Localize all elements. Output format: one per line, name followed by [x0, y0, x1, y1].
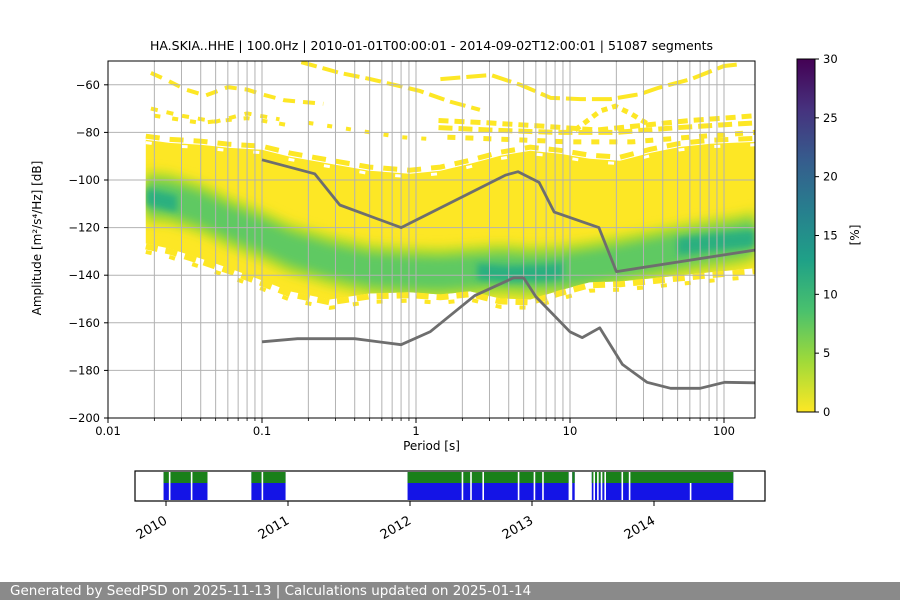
- y-tick-label: −80: [76, 125, 100, 139]
- y-tick-label: −120: [68, 221, 100, 235]
- x-tick-label: 0.1: [253, 424, 271, 438]
- timeline: 2010 2011 2012 2013 2014: [134, 470, 766, 543]
- colorbar-tick-label: 5: [823, 346, 830, 360]
- x-tick-label: 0.01: [95, 424, 121, 438]
- x-tick-label: 10: [563, 424, 578, 438]
- colorbar-label: [%]: [848, 224, 862, 246]
- nhnm-line: [261, 158, 755, 274]
- timeline-year-label: 2010: [134, 513, 170, 543]
- y-tick-label: −60: [76, 78, 100, 92]
- timeline-year-label: 2011: [256, 513, 292, 543]
- y-tick-label: −100: [68, 173, 100, 187]
- footer-bar: Generated by SeedPSD on 2025-11-13 | Cal…: [0, 582, 900, 600]
- y-tick-label: −140: [68, 268, 100, 282]
- timeline-year-label: 2014: [622, 513, 658, 543]
- footer-text: Generated by SeedPSD on 2025-11-13 | Cal…: [10, 583, 532, 599]
- grid-layer: [108, 61, 755, 418]
- x-tick-label: 100: [713, 424, 735, 438]
- y-axis-label: Amplitude [m²/s⁴/Hz] [dB]: [30, 160, 44, 316]
- x-tick-label: 1: [412, 424, 419, 438]
- noise-model-lines: [261, 158, 755, 390]
- colorbar-tick-label: 20: [823, 170, 838, 184]
- timeline-year-label: 2013: [500, 513, 536, 543]
- axes-layer: 0.01 0.1 1 10 100 −60 −80 −100 −120 −140 −160 −180 −…: [68, 60, 756, 438]
- colorbar-tick-label: 10: [823, 287, 838, 301]
- colorbar-tick-label: 25: [823, 111, 838, 125]
- plot-title: HA.SKIA..HHE | 100.0Hz | 2010-01-01T00:0…: [149, 38, 714, 53]
- colorbar-tick-label: 30: [823, 52, 838, 66]
- nlnm-line: [261, 276, 755, 390]
- colorbar-tick-label: 15: [823, 229, 838, 243]
- y-tick-label: −160: [68, 316, 100, 330]
- histogram-layer: [145, 61, 755, 310]
- y-tick-label: −200: [68, 411, 100, 425]
- y-tick-label: −180: [68, 363, 100, 377]
- x-axis-label: Period [s]: [403, 439, 460, 453]
- ppsd-chart-canvas: 0.01 0.1 1 10 100−60−80−100−120−140−160−180−…: [68, 52, 838, 543]
- colorbar-tick-label: 0: [823, 405, 830, 419]
- timeline-year-label: 2012: [378, 513, 414, 543]
- coverage-segment: [572, 472, 575, 500]
- colorbar: 0 5 10 15 20 25 30: [796, 52, 838, 419]
